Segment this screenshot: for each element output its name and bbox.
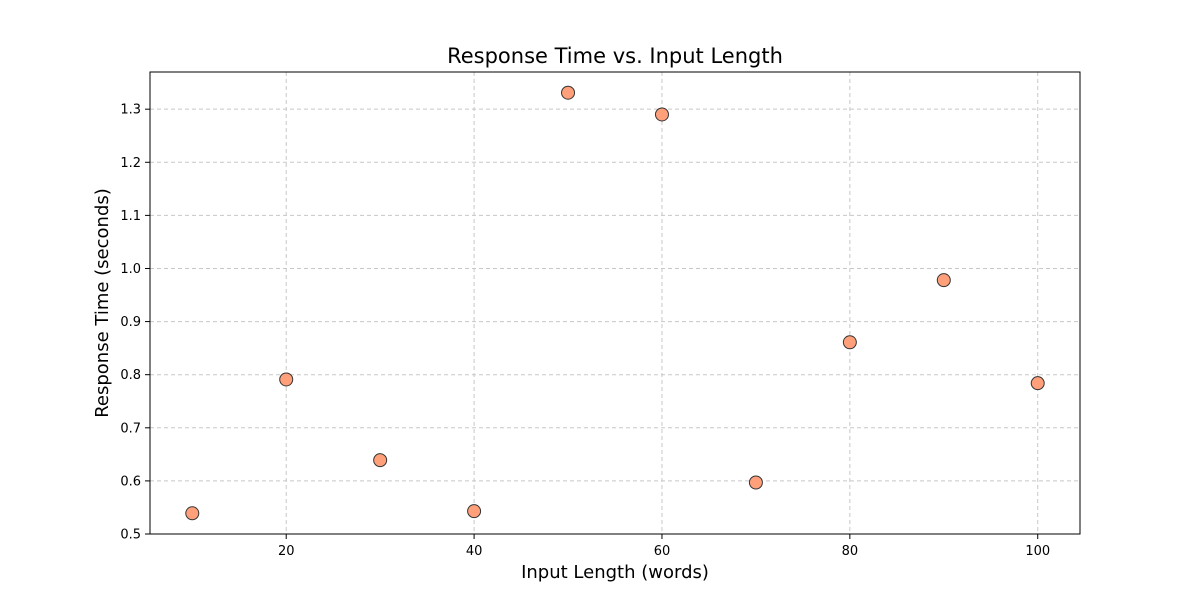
y-tick-label: 1.1: [120, 209, 141, 224]
y-tick-label: 0.5: [120, 528, 141, 543]
y-axis-title: Response Time (seconds): [92, 188, 113, 418]
data-point: [561, 85, 576, 100]
y-tick-label: 0.9: [120, 315, 141, 330]
chart-title: Response Time vs. Input Length: [447, 44, 783, 68]
data-point: [373, 453, 388, 468]
data-point: [842, 335, 857, 350]
y-tick-label: 0.8: [120, 368, 141, 383]
y-tick-label: 1.3: [120, 103, 141, 118]
x-axis-ticks: 20 40 60 80 100: [278, 534, 1050, 559]
data-point: [748, 475, 763, 490]
grid-lines: [150, 72, 1080, 535]
data-point: [185, 506, 200, 521]
x-axis-title: Input Length (words): [521, 562, 709, 583]
x-tick-label: 20: [278, 544, 295, 559]
data-points: [185, 85, 1045, 521]
y-tick-label: 1.0: [120, 262, 141, 277]
plot-frame: [149, 71, 1081, 535]
y-tick-label: 1.2: [120, 156, 141, 171]
x-tick-label: 60: [654, 544, 671, 559]
x-tick-label: 40: [466, 544, 483, 559]
x-tick-label: 80: [842, 544, 859, 559]
x-tick-label: 100: [1025, 544, 1050, 559]
data-point: [936, 273, 951, 288]
y-tick-label: 0.6: [120, 474, 141, 489]
data-point: [1030, 376, 1045, 391]
y-tick-label: 0.7: [120, 421, 141, 436]
data-point: [467, 504, 482, 519]
y-axis-ticks: 0.5 0.6 0.7 0.8 0.9 1.0 1.1 1.2 1.3: [120, 103, 150, 543]
data-point: [654, 107, 669, 122]
data-point: [279, 372, 294, 387]
